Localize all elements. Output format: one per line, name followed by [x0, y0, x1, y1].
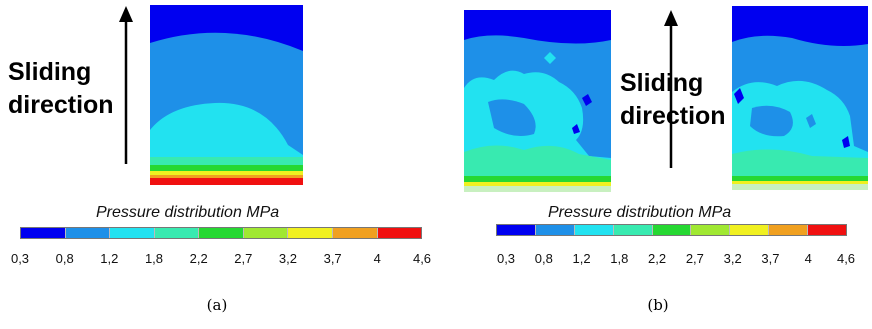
pressure-map-b-left [464, 10, 611, 192]
caption-b: (b) [647, 296, 669, 314]
legend-swatch [730, 225, 770, 235]
legend-tick: 3,7 [323, 251, 342, 266]
legend-swatch [243, 228, 289, 238]
legend-swatch [377, 228, 422, 238]
caption-a: (a) [206, 296, 228, 314]
panel-a: Sliding direction Pressure distribution … [8, 5, 431, 314]
legend-swatch [613, 225, 653, 235]
legend-colorbar-b [496, 224, 847, 236]
direction-label-line1: Sliding [620, 69, 704, 97]
direction-label-line1: Sliding [8, 58, 92, 86]
legend-tick: 2,2 [189, 251, 208, 266]
legend-tick: 1,2 [100, 251, 119, 266]
legend-swatch [154, 228, 200, 238]
legend-tick: 1,8 [610, 251, 629, 266]
legend-swatch [288, 228, 333, 238]
sliding-direction-label: Sliding direction [8, 56, 114, 122]
legend-ticks-b: 0,3 0,8 1,2 1,8 2,2 2,7 3,2 3,7 4 4,6 [497, 251, 855, 271]
legend-colorbar-a [20, 227, 422, 239]
pressure-map-b-right [732, 6, 868, 190]
legend-tick: 3,2 [278, 251, 298, 266]
legend-swatch [332, 228, 378, 238]
pressure-map-a [150, 5, 303, 185]
legend-swatch [497, 225, 536, 235]
legend-tick: 4 [373, 251, 381, 266]
legend-swatch [691, 225, 731, 235]
legend-tick: 4 [804, 251, 812, 266]
legend-swatch [769, 225, 809, 235]
legend-tick: 4,6 [412, 251, 432, 266]
legend-swatch [535, 225, 575, 235]
sliding-direction-arrow [119, 6, 133, 164]
legend-tick: 0,8 [55, 251, 74, 266]
legend-title-b: Pressure distribution MPa [548, 204, 732, 221]
legend-swatch [21, 228, 66, 238]
legend-tick: 1,2 [572, 251, 591, 266]
panel-b: Sliding direction Pressure distribution … [436, 0, 872, 329]
direction-label-line2: direction [8, 91, 114, 119]
legend-tick: 0,3 [496, 251, 516, 266]
legend-title-a: Pressure distribution MPa [96, 204, 280, 221]
sliding-direction-arrow [664, 10, 678, 168]
legend-tick: 3,2 [723, 251, 742, 266]
direction-label-line2: direction [620, 102, 726, 130]
legend-swatch [574, 225, 614, 235]
legend-tick: 2,7 [234, 251, 253, 266]
legend-swatch [65, 228, 111, 238]
legend-tick: 2,2 [648, 251, 667, 266]
legend-tick: 0,3 [10, 251, 30, 266]
legend-tick: 3,7 [761, 251, 780, 266]
legend-tick: 0,8 [534, 251, 553, 266]
legend-tick: 2,7 [685, 251, 704, 266]
sliding-direction-label: Sliding direction [620, 67, 726, 133]
legend-swatch [199, 228, 244, 238]
legend-ticks-a: 0,3 0,8 1,2 1,8 2,2 2,7 3,2 3,7 4 4,6 [11, 251, 431, 271]
legend-tick: 1,8 [144, 251, 164, 266]
legend-swatch [808, 225, 847, 235]
legend-swatch [652, 225, 692, 235]
legend-swatch [110, 228, 155, 238]
legend-tick: 4,6 [836, 251, 856, 266]
